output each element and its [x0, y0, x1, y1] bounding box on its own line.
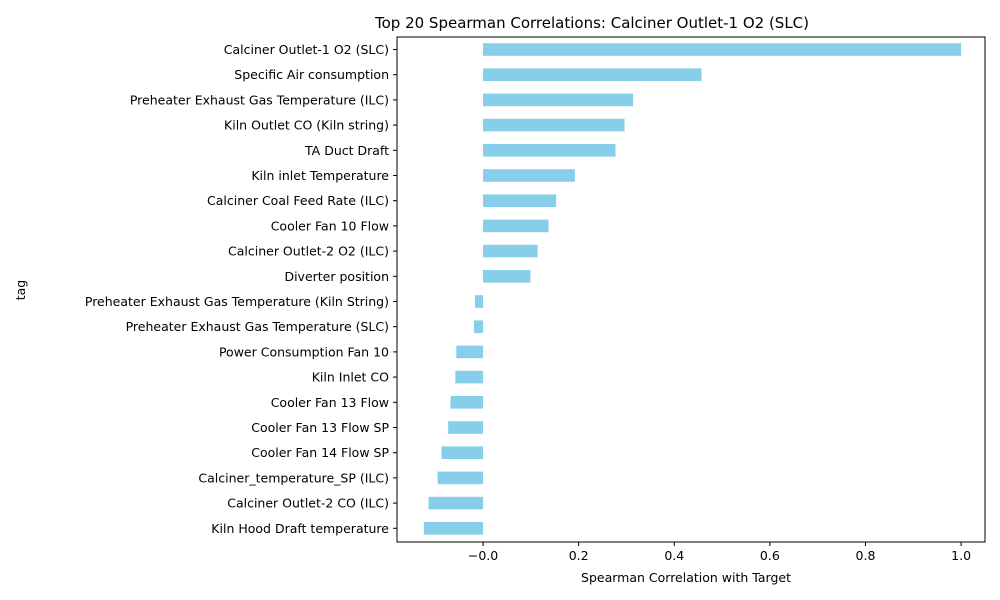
bar	[483, 93, 634, 107]
y-tick-label: Cooler Fan 13 Flow	[271, 395, 389, 410]
y-axis-label: tag	[13, 280, 28, 301]
y-tick-label: Cooler Fan 10 Flow	[271, 218, 389, 233]
y-tick-label: Calciner Outlet-1 O2 (SLC)	[224, 42, 389, 57]
bar	[456, 345, 484, 359]
bars-group	[423, 43, 962, 535]
y-tick-label: Preheater Exhaust Gas Temperature (Kiln …	[85, 294, 389, 309]
y-tick-label: Calciner Outlet-2 CO (ILC)	[227, 496, 389, 511]
bar	[448, 421, 484, 434]
bar	[483, 118, 625, 132]
bar	[483, 43, 962, 56]
y-tick-label: Diverter position	[284, 269, 389, 284]
bar	[483, 144, 616, 157]
y-tick-label: Specific Air consumption	[234, 67, 389, 82]
x-tick-label: 0.6	[760, 548, 780, 563]
x-tick-label: 0.2	[569, 548, 589, 563]
x-tick-label: 0.8	[856, 548, 876, 563]
bar	[483, 270, 531, 283]
y-tick-label: Power Consumption Fan 10	[219, 344, 389, 359]
bar	[473, 320, 484, 333]
y-tick-label: Kiln Inlet CO	[312, 370, 389, 385]
bar	[441, 446, 484, 459]
y-tick-label: Cooler Fan 14 Flow SP	[251, 445, 389, 460]
x-axis-label: Spearman Correlation with Target	[581, 570, 791, 585]
bar	[483, 194, 557, 207]
y-tick-label: Kiln inlet Temperature	[251, 168, 389, 183]
y-tick-label: Calciner_temperature_SP (ILC)	[198, 470, 389, 485]
x-tick-label: 0.4	[664, 548, 684, 563]
bar	[450, 396, 484, 409]
bar	[455, 370, 484, 384]
plot-area-frame	[396, 36, 986, 543]
chart-title: Top 20 Spearman Correlations: Calciner O…	[374, 14, 809, 32]
y-tick-label: Kiln Hood Draft temperature	[211, 521, 389, 536]
bar	[483, 169, 575, 182]
y-tick-label: TA Duct Draft	[304, 143, 389, 158]
bar	[483, 244, 538, 258]
bar	[474, 295, 484, 308]
bar	[483, 219, 549, 233]
y-tick-label: Preheater Exhaust Gas Temperature (ILC)	[130, 92, 389, 107]
x-tick-label: 1.0	[951, 548, 971, 563]
bar	[483, 68, 702, 81]
bar	[428, 496, 484, 510]
bar	[423, 522, 484, 535]
y-tick-label: Calciner Coal Feed Rate (ILC)	[207, 193, 389, 208]
x-tick-label: −0.0	[468, 548, 498, 563]
bar	[437, 471, 484, 485]
y-tick-label: Calciner Outlet-2 O2 (ILC)	[228, 244, 389, 259]
y-axis-ticks: Calciner Outlet-1 O2 (SLC) Specific Air c…	[85, 42, 397, 536]
y-tick-label: Preheater Exhaust Gas Temperature (SLC)	[126, 319, 389, 334]
y-tick-label: Kiln Outlet CO (Kiln string)	[224, 118, 389, 133]
y-tick-label: Cooler Fan 13 Flow SP	[251, 420, 389, 435]
x-axis-ticks: −0.0 0.2 0.4 0.6 0.8 1.0	[468, 542, 971, 563]
